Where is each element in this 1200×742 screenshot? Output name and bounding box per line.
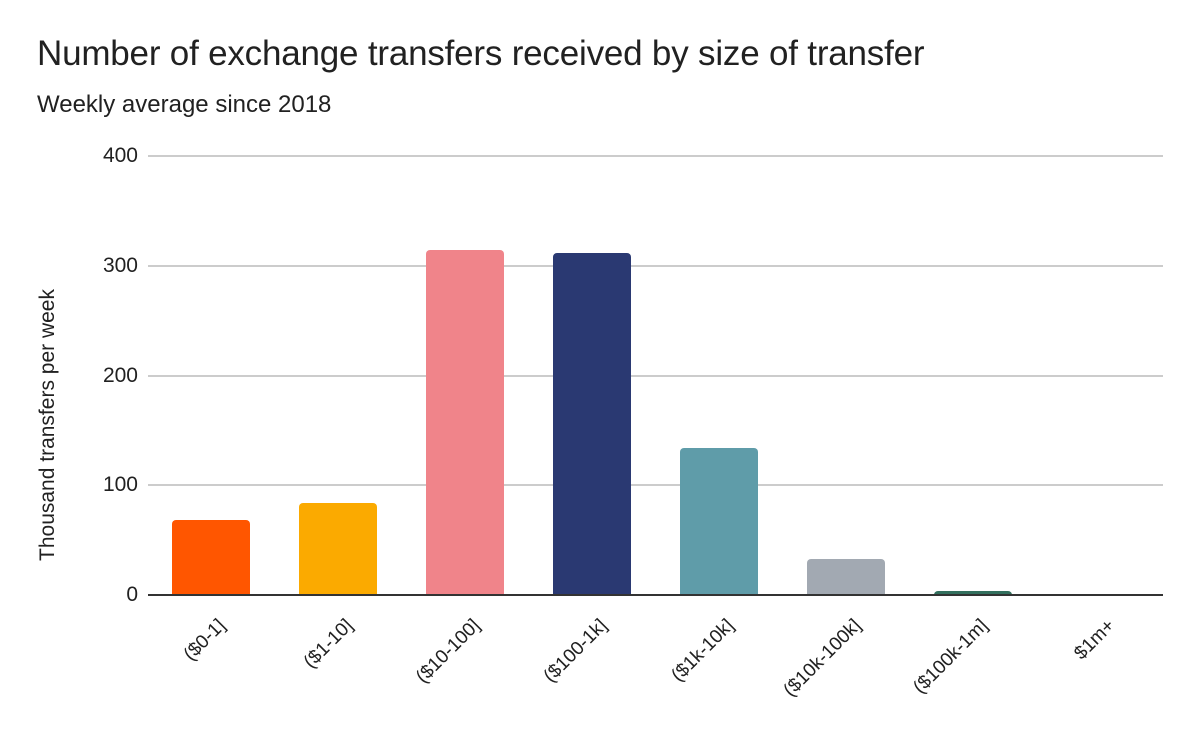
x-axis-baseline [148,594,1163,596]
bar[interactable] [172,520,251,595]
y-tick-label: 300 [102,253,138,277]
y-tick-label: 200 [102,363,138,387]
chart-title: Number of exchange transfers received by… [37,34,925,73]
x-tick-label: ($100k-1m] [909,615,992,699]
bar[interactable] [806,558,885,595]
gridline [148,484,1163,487]
x-tick-label: $1m+ [1069,615,1119,665]
bar[interactable] [679,447,758,595]
bar[interactable] [426,250,505,595]
x-tick-label: ($1k-10k] [667,615,739,687]
chart-subtitle: Weekly average since 2018 [37,91,332,118]
gridline [148,155,1163,157]
bar[interactable] [299,502,378,595]
y-tick-label: 0 [126,583,138,606]
bar[interactable] [553,252,632,595]
x-tick-label: ($1-10] [300,615,358,673]
y-tick-label: 100 [102,473,138,497]
x-tick-label: ($100-1k] [539,615,612,687]
y-tick-label: 400 [102,144,138,167]
x-tick-label: ($10-100] [412,615,485,688]
x-tick-label: ($0-1] [180,615,231,666]
bar[interactable] [933,590,1012,595]
gridline [148,264,1163,267]
x-tick-label: ($10k-100k] [779,615,866,702]
gridline [148,374,1163,377]
y-axis-label: Thousand transfers per week [36,289,59,561]
